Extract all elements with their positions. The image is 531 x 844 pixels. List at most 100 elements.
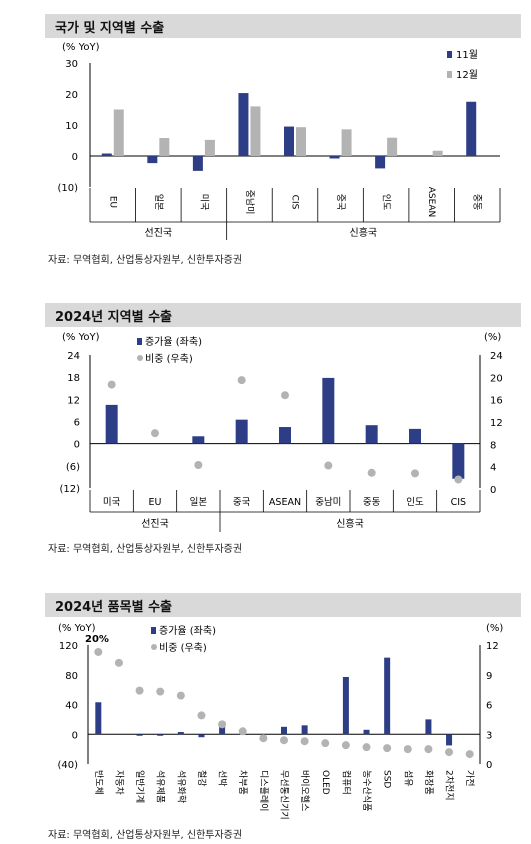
chart1-bar-dec	[159, 138, 170, 156]
chart1-legend-swatch-nov	[447, 51, 452, 58]
chart2-dot	[454, 475, 463, 484]
chart1-x-label: CIS	[290, 195, 300, 210]
chart1-bar-dec	[296, 127, 306, 156]
chart1-bar-nov	[329, 156, 340, 159]
chart3-legend-swatch-dot	[151, 644, 157, 650]
chart1-bar-nov	[192, 156, 203, 171]
chart2-dot	[411, 469, 419, 478]
chart2-title-bar: 2024년 지역별 수출	[45, 303, 521, 327]
chart1-group-label: 신흥국	[350, 226, 378, 239]
chart2-legend-label: 증가율 (좌축)	[145, 336, 202, 348]
chart2-panel: 2024년 지역별 수출 (% YoY) (%) 24 18 12 6 0 (6) (12) 24…	[45, 303, 521, 555]
chart2-y-tick: 6	[74, 418, 80, 429]
chart2-y-tick: 24	[67, 351, 80, 362]
chart2-bar	[409, 428, 421, 444]
chart2-group-label: 신흥국	[336, 517, 364, 530]
chart2-y-unit: (% YoY)	[62, 332, 100, 343]
chart2-group-label: 선진국	[141, 518, 169, 530]
chart3-x-label: 자동차	[113, 770, 125, 796]
chart2-bar	[235, 419, 248, 444]
chart2-y2-tick: 12	[490, 418, 503, 429]
chart3-bar	[342, 676, 349, 735]
chart3-dot	[114, 658, 123, 667]
chart3-x-label: 바이오헬스	[299, 770, 310, 811]
chart2-dot	[324, 461, 333, 470]
chart2-bar	[365, 425, 378, 444]
chart3-dot	[94, 647, 103, 656]
chart2-y2-tick: 0	[490, 485, 496, 496]
chart2-x-label: 미국	[103, 497, 121, 508]
chart3-dot	[465, 750, 474, 759]
chart3-x-label: 석유화학	[175, 770, 186, 803]
chart3-x-label: 철강	[196, 770, 207, 787]
chart2-title: 2024년 지역별 수출	[55, 310, 172, 325]
chart2-legend-swatch-dot	[137, 355, 143, 361]
chart2-source: 자료: 무역협회, 산업통상자원부, 신한투자증권	[48, 544, 243, 555]
chart3-x-label: 컴퓨터	[340, 770, 352, 795]
chart3-bar	[425, 719, 432, 735]
chart2-dot	[281, 391, 289, 400]
chart1-x-label: 인도	[381, 194, 392, 211]
chart3-dot	[424, 745, 433, 754]
chart1-source: 자료: 무역협회, 산업통상자원부, 신한투자증권	[48, 255, 243, 266]
chart1-legend-label: 12월	[456, 69, 478, 81]
chart2-x-label: 중동	[363, 497, 381, 508]
chart1-x-label: 중국	[335, 194, 346, 211]
chart2-bar	[105, 404, 118, 444]
chart3-bar	[136, 734, 143, 736]
chart3-bar	[177, 732, 184, 735]
chart1-x-label: ASEAN	[426, 187, 436, 217]
chart1-bar-dec	[113, 109, 124, 156]
chart2-bar	[322, 377, 335, 444]
chart3-bar	[301, 725, 308, 735]
chart3-bar	[446, 734, 453, 746]
chart2-bar	[192, 436, 205, 444]
chart3-dot	[362, 743, 371, 752]
chart1-bar-nov	[147, 156, 158, 164]
chart3-y2-tick: 3	[486, 730, 492, 741]
chart3-y2-tick: 12	[486, 641, 499, 652]
chart3-dot	[403, 745, 412, 754]
chart3-y-tick: 80	[65, 671, 78, 682]
chart3-bar	[281, 726, 287, 735]
chart1-bar-nov	[284, 126, 294, 156]
chart1-bar-nov	[466, 101, 477, 156]
chart3-x-label: 농수산식품	[361, 770, 372, 811]
chart1-bar-nov	[375, 156, 386, 169]
chart2-y2-tick: 16	[490, 396, 503, 407]
chart2-y2-unit: (%)	[484, 332, 501, 343]
chart3-annotation: 20%	[85, 634, 109, 645]
chart3-bar	[95, 702, 102, 735]
chart1-bar-nov	[238, 93, 249, 156]
chart2-y-tick: 0	[74, 440, 80, 451]
chart3-bar	[198, 734, 205, 738]
chart1-x-label: 일본	[153, 194, 164, 211]
chart3-x-label: 섬유	[402, 770, 413, 787]
chart1-title: 국가 및 지역별 수출	[55, 21, 165, 36]
chart1-y-tick: 0	[72, 152, 78, 163]
chart3-y2-unit: (%)	[486, 623, 503, 634]
chart1-bar-dec	[204, 139, 215, 156]
chart2-dot	[237, 376, 246, 385]
chart3-x-label: 무선통신기기	[279, 770, 290, 820]
chart1-bar-dec	[387, 137, 398, 156]
chart3-dot	[280, 736, 288, 745]
chart1-bar-nov	[101, 153, 112, 156]
chart3-title-bar: 2024년 품목별 수출	[45, 593, 521, 617]
chart3-dot	[341, 741, 350, 750]
chart2-y2-tick: 24	[490, 351, 503, 362]
chart2-dot	[107, 380, 116, 389]
chart2-dot	[194, 460, 203, 469]
chart2-y-tick: (12)	[59, 484, 80, 495]
chart3-x-label: SSD	[382, 770, 392, 788]
chart3-source: 자료: 무역협회, 산업통상자원부, 신한투자증권	[48, 830, 243, 841]
chart2-legend-swatch-bar	[137, 338, 142, 345]
chart3-dot	[238, 727, 247, 736]
chart2-y-tick: (6)	[66, 462, 80, 473]
chart3-legend-label: 증가율 (좌축)	[159, 625, 216, 637]
chart2-legend-label: 비중 (우축)	[145, 353, 193, 365]
chart1-y-tick: 10	[65, 121, 78, 132]
chart3-dot	[321, 739, 330, 748]
